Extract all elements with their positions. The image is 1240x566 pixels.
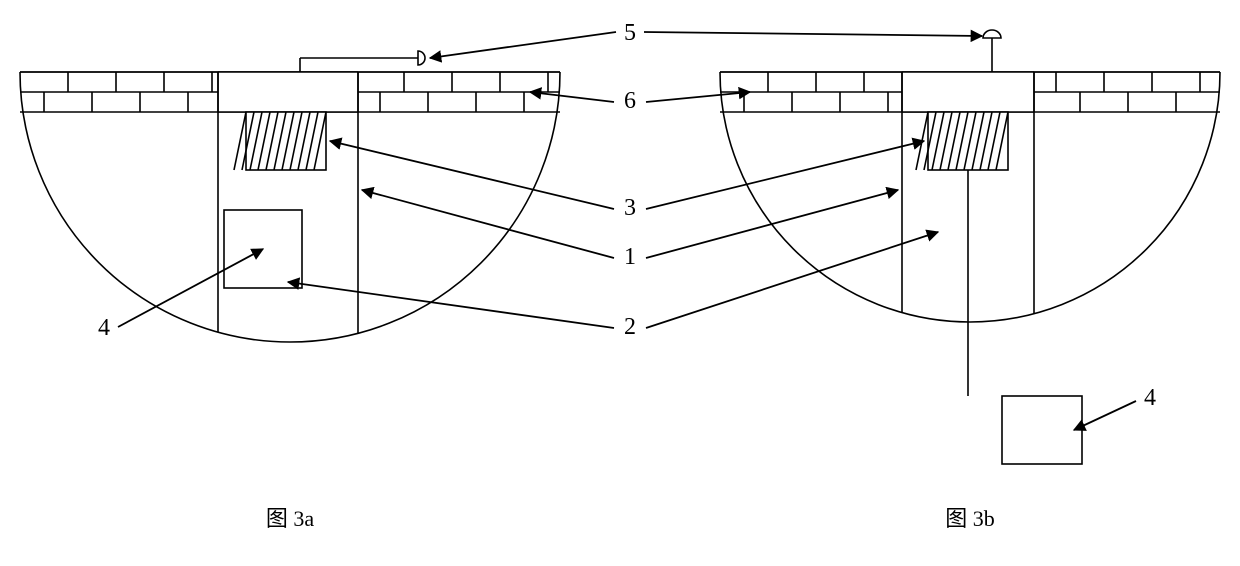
caption-left: 图 3a: [266, 506, 315, 531]
label-2: 2: [624, 314, 636, 340]
label-4-left: 4: [98, 315, 110, 341]
label-6: 6: [624, 88, 636, 114]
label-3: 3: [624, 195, 636, 221]
label-4-right: 4: [1144, 385, 1156, 411]
label-1: 1: [624, 244, 636, 270]
label-5: 5: [624, 20, 636, 46]
caption-right: 图 3b: [945, 506, 995, 531]
